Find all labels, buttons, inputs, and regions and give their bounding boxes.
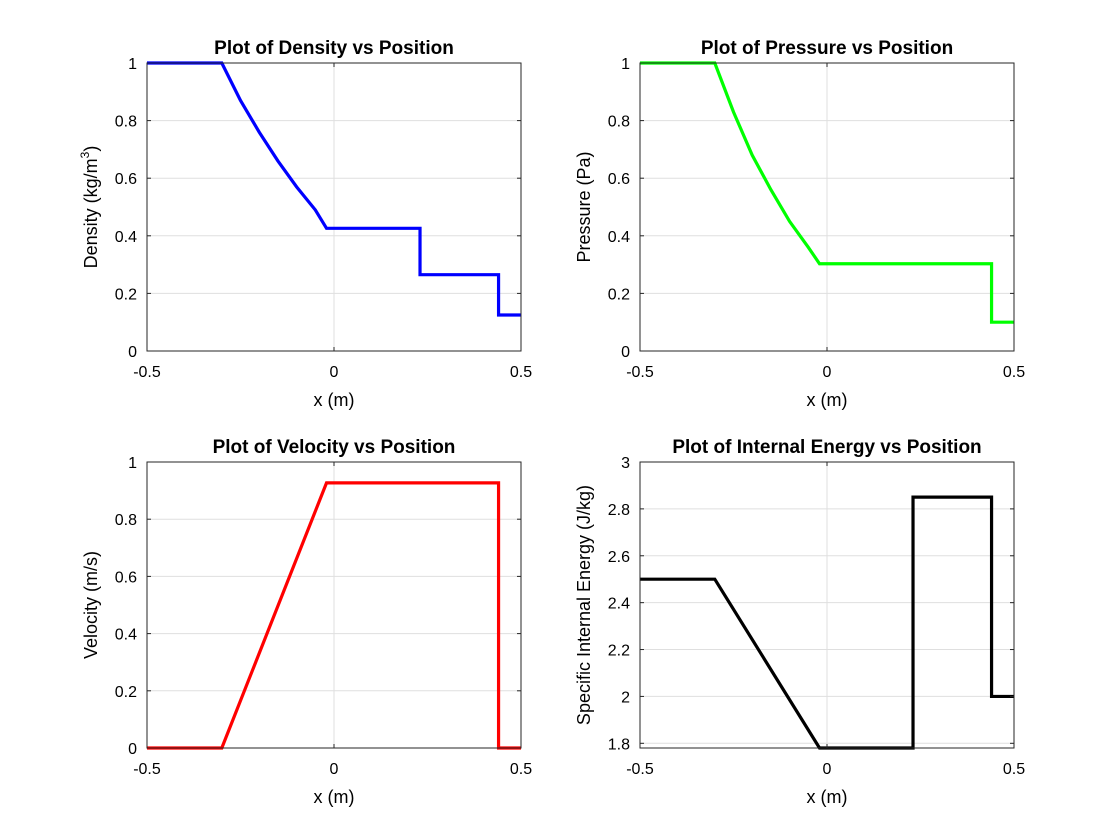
density-y-axis-label-text: Density (kg/m: [81, 158, 101, 268]
pressure-x-tick-label: 0.5: [1003, 364, 1025, 381]
pressure-y-axis-label-text: Pressure (Pa): [574, 151, 594, 262]
pressure-y-tick-label: 0.8: [608, 114, 630, 131]
velocity-y-tick-label: 0: [128, 741, 137, 758]
internal-energy-y-axis-label: Specific Internal Energy (J/kg): [574, 485, 594, 725]
density-y-axis-label: Density (kg/m3): [78, 146, 101, 269]
density-y-tick-label: 0.6: [115, 171, 137, 188]
density-y-axis-label-end: ): [81, 146, 101, 152]
density-series-line: [147, 61, 521, 317]
velocity-y-tick-label: 0.6: [115, 569, 137, 586]
density-y-axis-label-superscript: 3: [78, 151, 92, 158]
internal-energy-y-tick-label: 2.6: [608, 549, 630, 566]
density-chart-title: Plot of Density vs Position: [214, 38, 454, 59]
pressure-y-tick-label: 0.2: [608, 286, 630, 303]
internal-energy-x-tick-label: 0: [823, 761, 832, 778]
internal-energy-y-tick-label: 3: [621, 455, 630, 472]
pressure-y-tick-label: 1: [621, 56, 630, 73]
velocity-y-axis-label-text: Velocity (m/s): [81, 551, 101, 659]
velocity-y-tick-label: 0.2: [115, 684, 137, 701]
velocity-y-tick-label: 0.8: [115, 512, 137, 529]
internal-energy-x-tick-label: -0.5: [626, 761, 654, 778]
internal-energy-y-tick-label: 2.4: [608, 596, 630, 613]
velocity-chart-title: Plot of Velocity vs Position: [213, 437, 456, 458]
density-y-tick-label: 0.8: [115, 114, 137, 131]
pressure-x-axis-label: x (m): [807, 390, 848, 410]
pressure-plot: -0.5 0 0.5 0 0.2 0.4 0.6 0.8 1 Plot of Pressure v…: [574, 38, 1025, 410]
velocity-y-tick-label: 1: [128, 455, 137, 472]
pressure-x-tick-label: -0.5: [626, 364, 654, 381]
velocity-y-tick-label: 0.4: [115, 627, 137, 644]
internal-energy-y-tick-label: 2: [621, 689, 630, 706]
pressure-y-tick-label: 0: [621, 344, 630, 361]
velocity-x-tick-label: 0: [330, 761, 339, 778]
internal-energy-x-tick-label: 0.5: [1003, 761, 1025, 778]
velocity-plot: -0.5 0 0.5 0 0.2 0.4 0.6 0.8 1 Plot of Velocity v…: [81, 437, 532, 807]
density-y-tick-label: 0.4: [115, 229, 137, 246]
velocity-x-tick-label: 0.5: [510, 761, 532, 778]
pressure-y-tick-label: 0.4: [608, 229, 630, 246]
density-x-axis-label: x (m): [314, 390, 355, 410]
velocity-x-axis-label: x (m): [314, 787, 355, 807]
density-y-tick-label: 1: [128, 56, 137, 73]
density-x-tick-label: 0: [330, 364, 339, 381]
density-x-tick-label: 0.5: [510, 364, 532, 381]
density-y-tick-label: 0.2: [115, 286, 137, 303]
internal-energy-y-tick-label: 2.2: [608, 643, 630, 660]
pressure-y-tick-label: 0.6: [608, 171, 630, 188]
velocity-y-axis-label: Velocity (m/s): [81, 551, 101, 659]
density-x-tick-label: -0.5: [133, 364, 161, 381]
pressure-y-axis-label: Pressure (Pa): [574, 151, 594, 262]
internal-energy-y-axis-label-text: Specific Internal Energy (J/kg): [574, 485, 594, 725]
internal-energy-y-tick-label: 1.8: [608, 736, 630, 753]
density-plot: -0.5 0 0.5 0 0.2 0.4 0.6 0.8 1 Plot of Density vs…: [78, 38, 532, 410]
internal-energy-x-axis-label: x (m): [807, 787, 848, 807]
internal-energy-series-line: [640, 495, 1014, 750]
internal-energy-plot: -0.5 0 0.5 1.8 2 2.2 2.4 2.6 2.8 3 Plot of Interna…: [574, 437, 1025, 807]
internal-energy-chart-title: Plot of Internal Energy vs Position: [672, 437, 981, 458]
internal-energy-y-tick-label: 2.8: [608, 502, 630, 519]
velocity-x-tick-label: -0.5: [133, 761, 161, 778]
pressure-series-line: [640, 61, 1014, 324]
pressure-chart-title: Plot of Pressure vs Position: [701, 38, 953, 59]
density-y-tick-label: 0: [128, 344, 137, 361]
pressure-x-tick-label: 0: [823, 364, 832, 381]
